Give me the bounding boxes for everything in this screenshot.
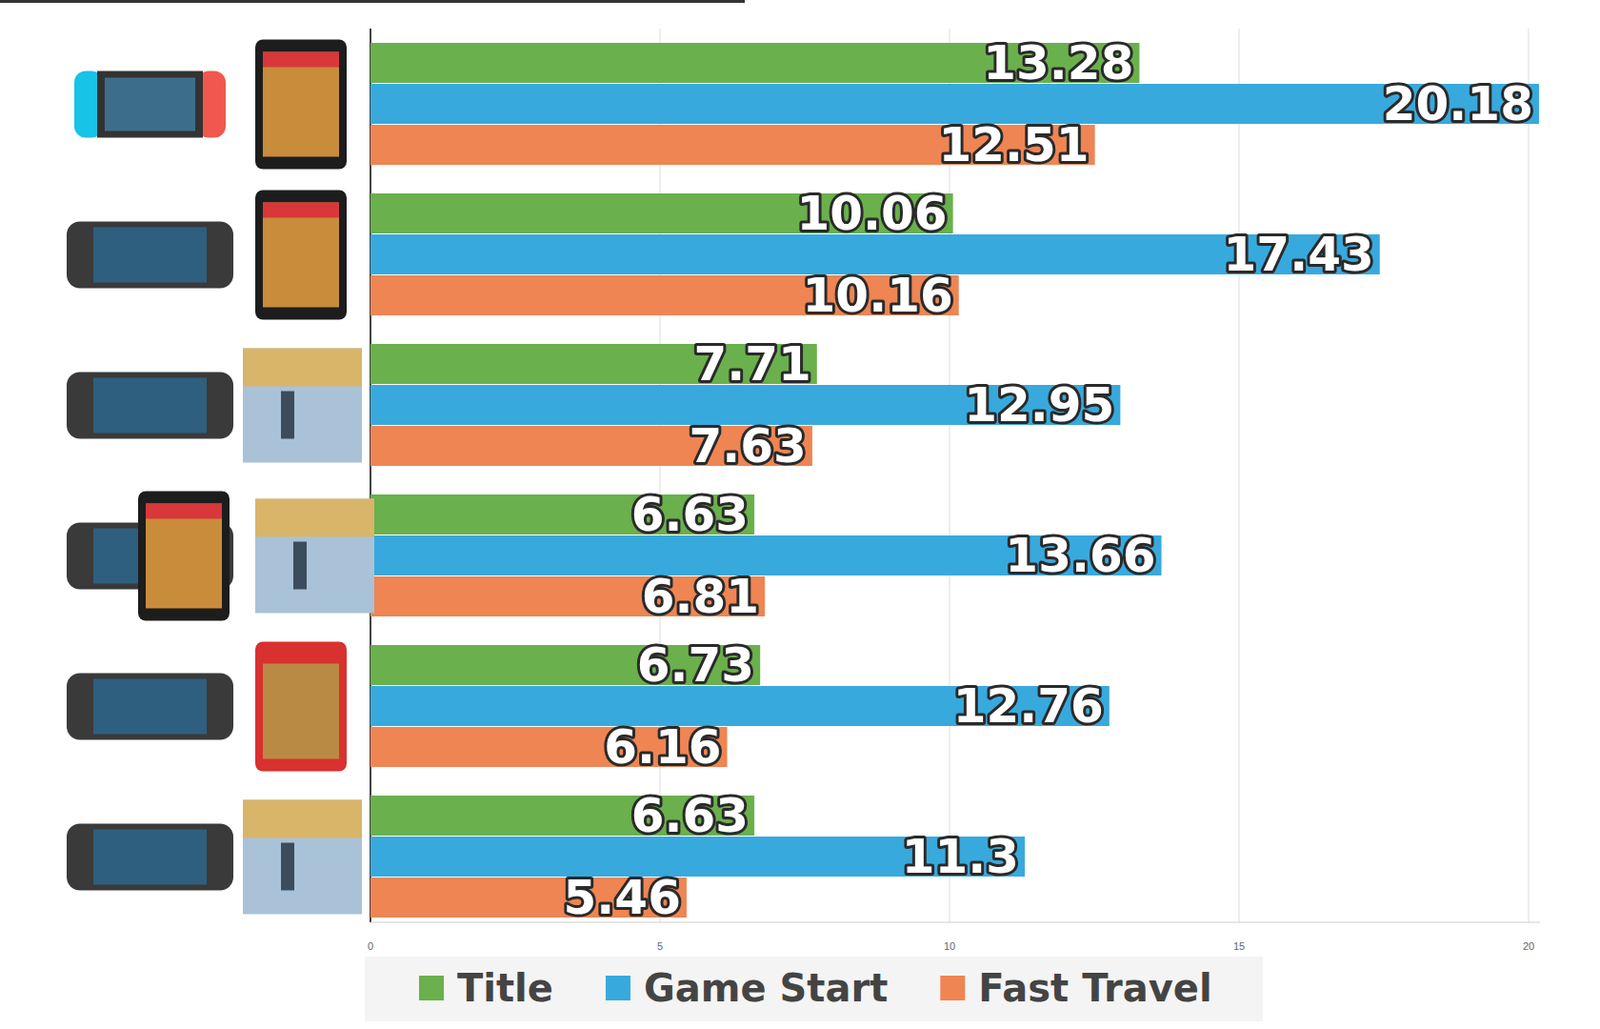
bars [370, 42, 1540, 918]
data-label: 13.28 [982, 35, 1134, 91]
data-label: 6.63 [631, 787, 749, 843]
cartridge [255, 190, 347, 320]
legend-label: Fast Travel [978, 965, 1212, 1010]
category-icon [74, 40, 347, 170]
tick-label: 5 [657, 940, 663, 952]
tick-label: 0 [367, 940, 374, 952]
game-box [242, 800, 362, 915]
data-label: 7.71 [693, 336, 811, 392]
category-icons [66, 40, 375, 915]
cartridge [255, 40, 347, 170]
game-box-title [255, 499, 375, 538]
cartridge-label [145, 503, 222, 609]
console-screen [104, 78, 196, 132]
game-box-figure [280, 391, 295, 440]
data-label: 10.06 [796, 185, 947, 241]
game-box-figure [280, 842, 295, 891]
data-label: 12.95 [963, 377, 1115, 433]
console-screen [93, 378, 207, 434]
console-body [66, 673, 234, 740]
legend-swatch [605, 975, 631, 1000]
category-icon [66, 641, 347, 772]
data-label: 12.51 [938, 117, 1089, 173]
data-label: 6.73 [637, 637, 755, 693]
legend-swatch [419, 975, 444, 1000]
data-label: 5.46 [563, 869, 681, 925]
cartridge-label [262, 52, 340, 158]
game-box [255, 499, 375, 614]
cartridge-band [145, 503, 222, 520]
grid: 0 5 10 15 20 [367, 28, 1535, 952]
value-axis [370, 921, 1540, 923]
cartridge [138, 491, 230, 621]
game-box-title [242, 800, 362, 839]
data-label: 13.66 [1004, 527, 1156, 583]
chart-svg: 0510152013.2810.067.716.636.736.6320.181… [0, 0, 1600, 1029]
console-screen [93, 829, 207, 885]
grid-line [1528, 28, 1530, 922]
top-rule [0, 0, 745, 3]
data-label: 17.43 [1223, 226, 1375, 282]
console-screen [93, 679, 207, 735]
data-labels: 13.28 10.06 7.71 6.63 6.73 6.63 20.18 17.43 12.9… [563, 35, 1534, 925]
game-box-figure [293, 541, 307, 590]
data-label: 6.63 [631, 486, 749, 542]
data-label: 11.3 [901, 828, 1020, 884]
data-label: 6.81 [641, 568, 760, 624]
legend-label: Game Start [643, 965, 888, 1010]
category-icon [66, 190, 347, 320]
legend-label: Title [457, 965, 554, 1010]
data-label: 7.63 [689, 418, 807, 474]
legend-swatch [940, 975, 965, 1000]
console-screen [93, 227, 207, 283]
cartridge-band [262, 52, 340, 68]
tick-label: 10 [943, 940, 956, 952]
category-icon [66, 491, 375, 621]
console-body [66, 372, 234, 440]
cartridge-label [262, 202, 340, 308]
tick-label: 20 [1522, 940, 1535, 952]
category-icon [66, 348, 362, 463]
game-box [242, 348, 362, 463]
console-body [97, 71, 203, 139]
tick-label: 15 [1233, 940, 1245, 952]
grid-line [1239, 28, 1240, 922]
data-label: 10.16 [802, 267, 954, 323]
console-body [66, 221, 234, 289]
console-body [66, 823, 234, 891]
legend: Title Game Start Fast Travel [364, 956, 1263, 1021]
game-box-title [242, 348, 362, 387]
data-label: 12.76 [953, 678, 1104, 734]
cartridge-label [262, 663, 340, 760]
cartridge [255, 641, 347, 772]
category-icon [66, 800, 362, 915]
data-label: 6.16 [603, 719, 721, 775]
legend-box [364, 956, 1263, 1021]
cartridge-band [262, 202, 340, 219]
data-label: 20.18 [1382, 76, 1534, 132]
chart-container: 0510152013.2810.067.716.636.736.6320.181… [0, 0, 1600, 1029]
